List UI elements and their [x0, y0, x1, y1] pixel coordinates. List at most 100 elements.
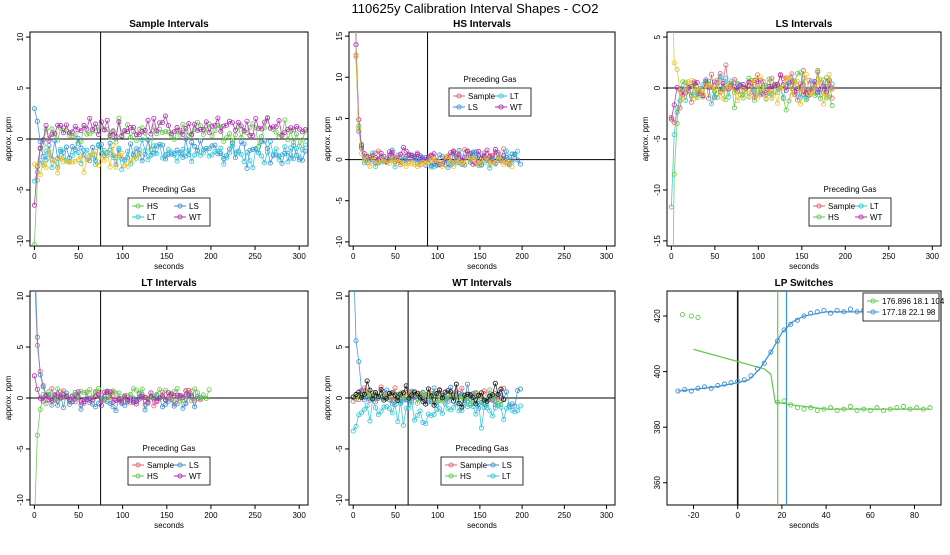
data-point: [492, 160, 498, 166]
x-tick-label: 0: [351, 511, 356, 520]
data-point: [920, 406, 926, 412]
data-point: [37, 172, 43, 178]
data-point: [270, 151, 276, 157]
data-point: [227, 150, 233, 156]
data-point: [66, 130, 72, 136]
legend-entry: Sample: [132, 461, 175, 470]
x-tick-label: 20: [777, 511, 786, 520]
data-point: [31, 373, 37, 379]
data-point: [389, 156, 395, 162]
data-point: [740, 95, 746, 101]
data-point: [398, 399, 404, 405]
legend-label: LS: [189, 461, 199, 470]
data-point: [780, 83, 786, 89]
x-axis-label: seconds: [789, 521, 819, 530]
data-point: [75, 127, 81, 133]
data-point: [81, 390, 87, 396]
data-point: [116, 390, 122, 396]
data-point: [148, 147, 154, 153]
data-point: [247, 158, 253, 164]
y-tick-label: -10: [16, 235, 25, 247]
data-point: [406, 160, 412, 166]
data-point: [674, 120, 680, 126]
panel-title: HS Intervals: [453, 19, 511, 30]
data-point: [498, 401, 504, 407]
data-point: [743, 86, 749, 92]
data-point: [165, 151, 171, 157]
x-tick-label: 150: [160, 511, 174, 520]
data-point: [481, 152, 487, 158]
data-point: [119, 167, 125, 173]
data-point: [459, 385, 465, 391]
x-tick-label: 300: [926, 252, 940, 261]
data-point: [288, 145, 294, 151]
data-point: [400, 390, 406, 396]
data-point: [487, 387, 493, 393]
series-hs: [671, 68, 835, 246]
data-point: [142, 394, 148, 400]
y-tick-label: -5: [653, 135, 662, 143]
legend-marker: [177, 203, 183, 209]
data-point: [296, 126, 302, 132]
data-point: [470, 161, 476, 167]
data-point: [203, 146, 209, 152]
data-point: [695, 385, 701, 391]
data-point: [740, 81, 746, 87]
data-point: [43, 393, 49, 399]
data-point: [253, 116, 259, 122]
data-point: [395, 397, 401, 403]
data-point: [174, 158, 180, 164]
data-point: [267, 139, 273, 145]
data-point: [98, 119, 104, 125]
legend-label: 177.18 22.1 98: [882, 308, 936, 317]
data-point: [786, 75, 792, 81]
data-point: [445, 164, 451, 170]
legend-label: WT: [510, 103, 523, 112]
data-point: [375, 393, 381, 399]
legend-entry: WT: [174, 213, 202, 222]
series-lt: [31, 137, 308, 184]
y-axis-label: approx. ppm: [323, 375, 332, 420]
data-point: [206, 153, 212, 159]
data-point: [907, 406, 913, 412]
data-point: [104, 389, 110, 395]
data-point: [55, 137, 61, 143]
data-point: [116, 397, 122, 403]
plot-frame: [666, 31, 942, 247]
data-point: [192, 386, 198, 392]
data-point: [456, 152, 462, 158]
legend-label: LS: [502, 461, 512, 470]
data-point: [470, 395, 476, 401]
data-point: [296, 155, 302, 161]
legend-label: WT: [189, 472, 202, 481]
data-point: [104, 149, 110, 155]
legend-entry: LT: [487, 472, 511, 481]
x-tick-label: 0: [32, 511, 37, 520]
data-point: [378, 408, 384, 414]
y-tick-label: 10: [335, 72, 344, 81]
data-point: [43, 122, 49, 128]
series-line: [672, 70, 833, 246]
data-point: [212, 148, 218, 154]
data-point: [731, 84, 737, 90]
data-point: [423, 392, 429, 398]
data-point: [261, 138, 267, 144]
x-tick-label: 100: [116, 252, 130, 261]
data-point: [192, 121, 198, 127]
data-point: [142, 151, 148, 157]
data-point: [361, 158, 367, 164]
data-point: [267, 160, 273, 166]
legend-box: [862, 292, 940, 322]
data-point: [406, 405, 412, 411]
data-point: [104, 117, 110, 123]
data-point: [381, 404, 387, 410]
data-point: [501, 385, 507, 391]
panel-title: LT Intervals: [141, 278, 197, 289]
legend-entry: 176.896 18.1 104: [867, 297, 945, 306]
data-point: [34, 432, 40, 438]
plot-area: [30, 32, 308, 246]
legend-marker: [816, 214, 822, 220]
data-point: [90, 151, 96, 157]
data-point: [492, 146, 498, 152]
data-point: [63, 122, 69, 128]
